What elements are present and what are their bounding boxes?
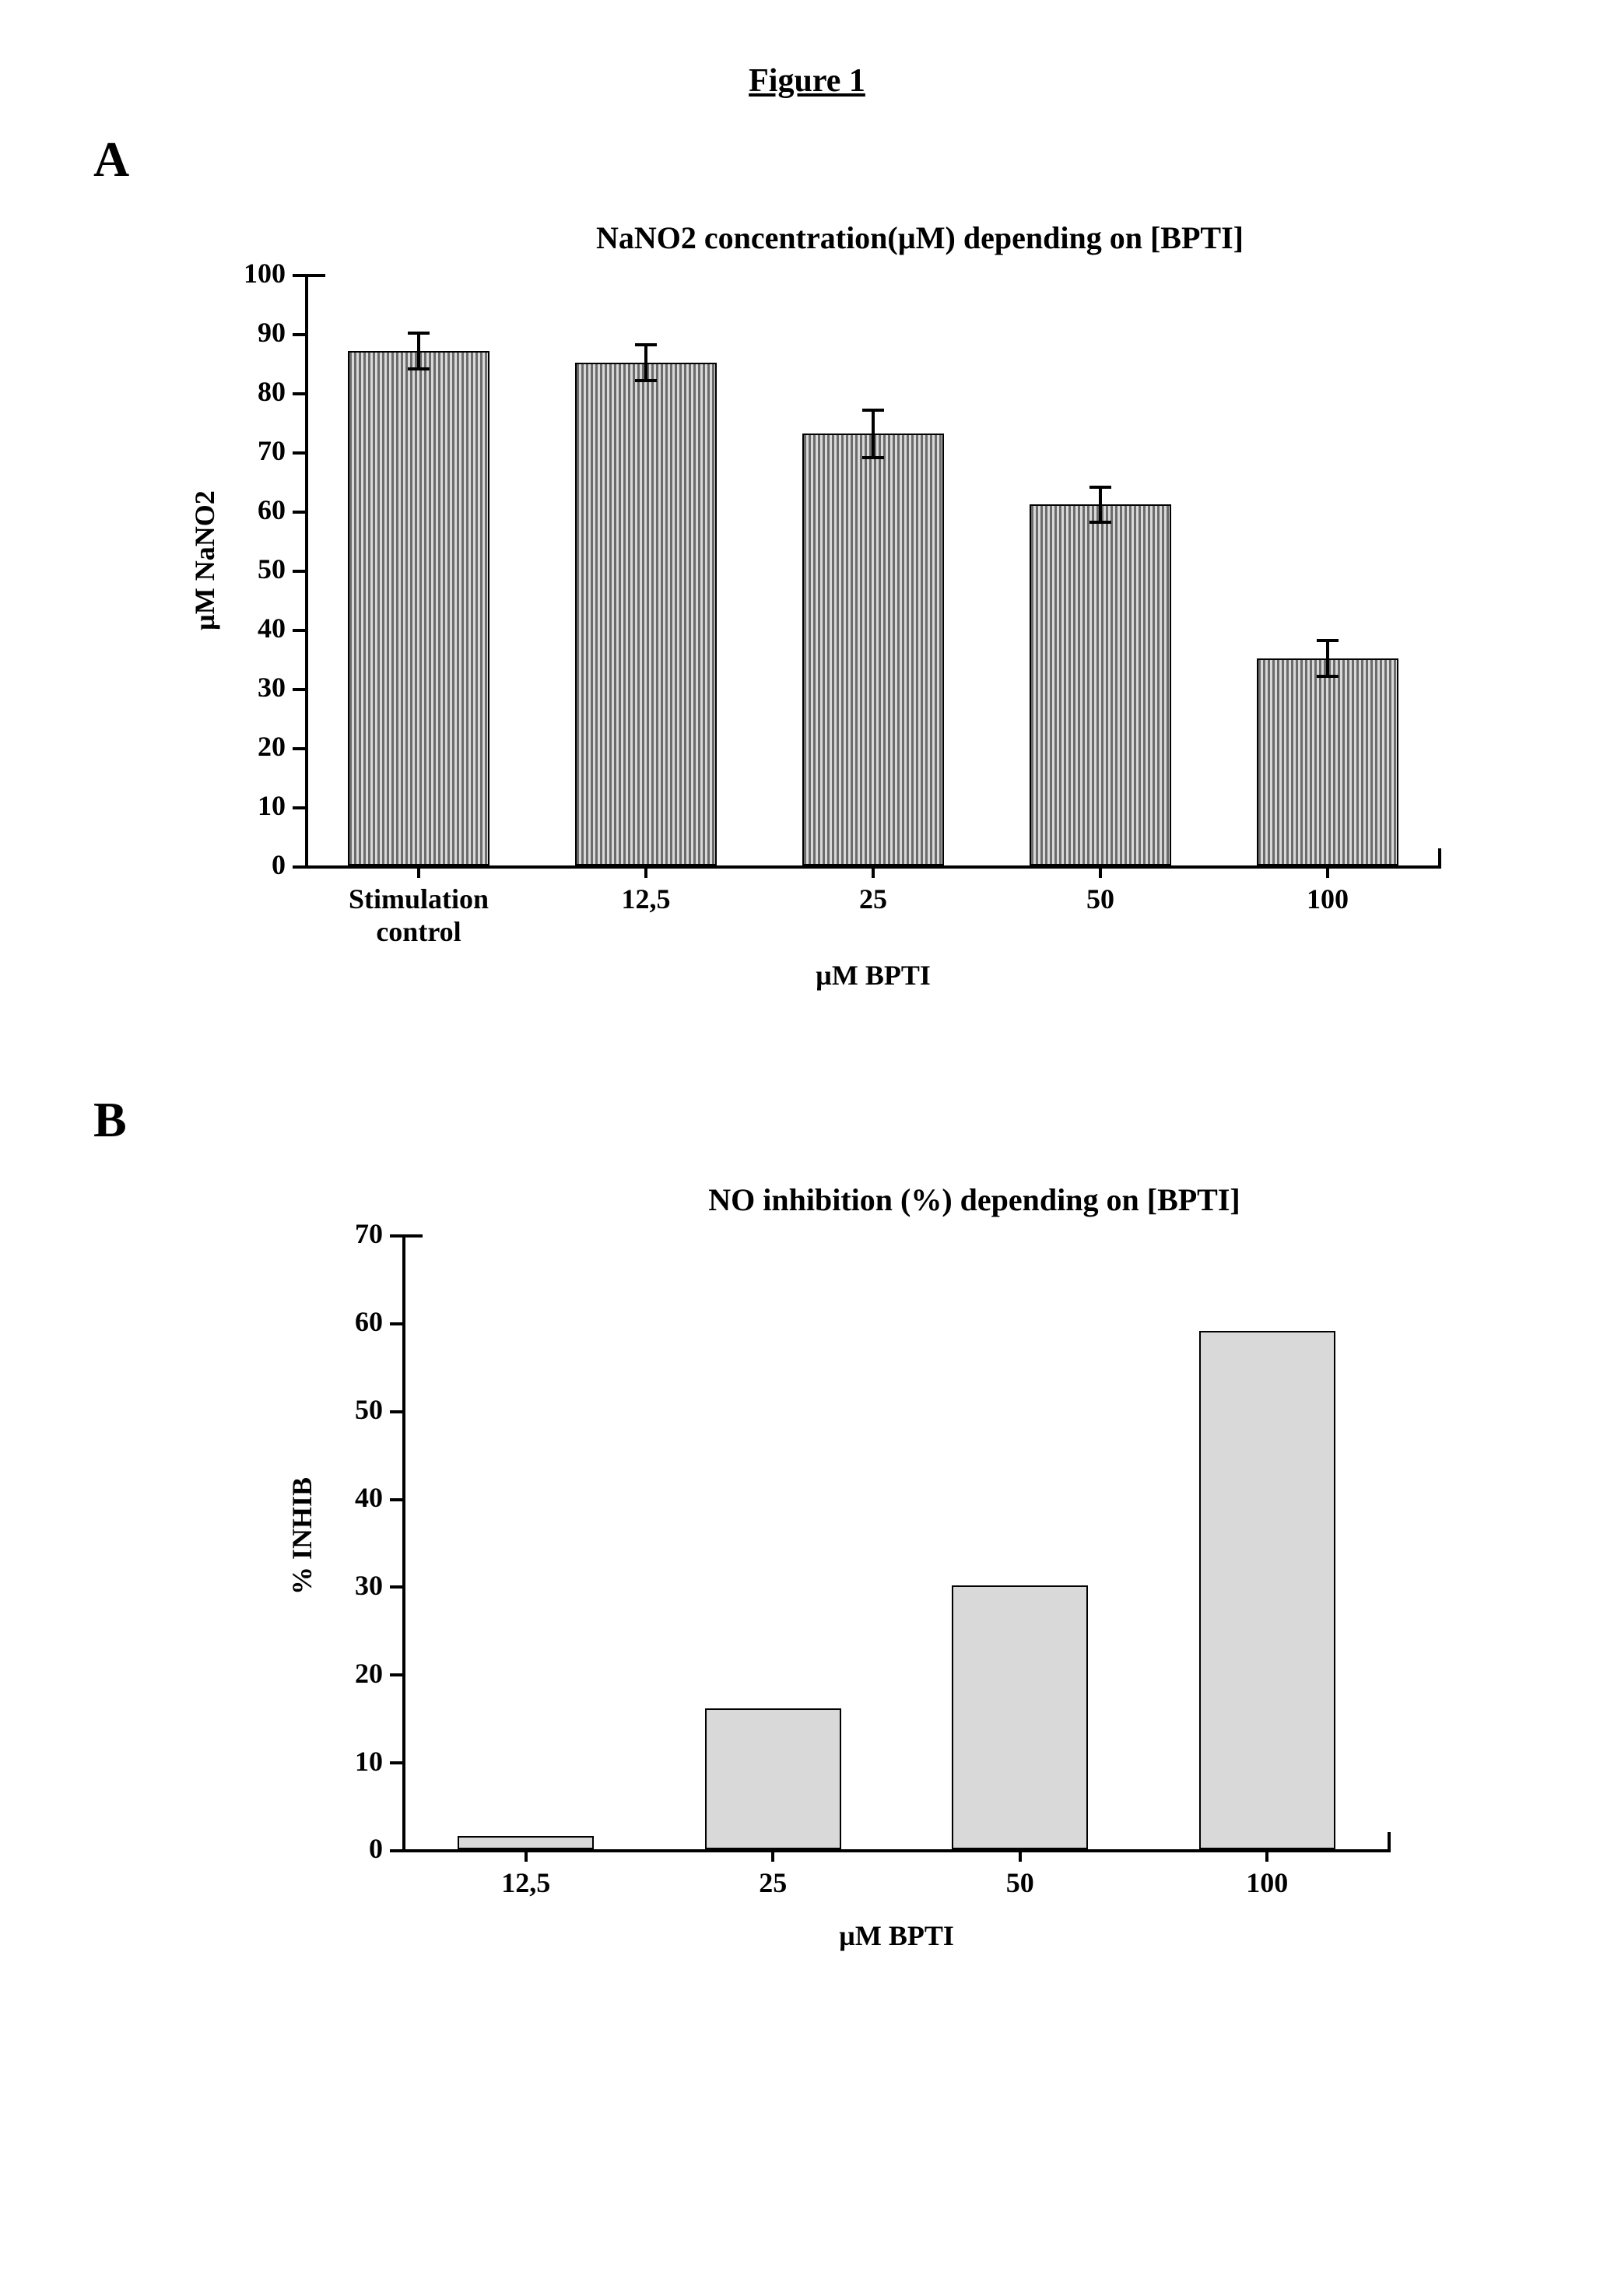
- y-tick-label: 10: [309, 1745, 383, 1778]
- x-tick-label: 100: [1144, 1866, 1391, 1899]
- x-tick-label: 25: [650, 1866, 897, 1899]
- error-bar-cap: [408, 367, 430, 370]
- bar: [1257, 658, 1398, 865]
- error-bar-cap: [862, 456, 884, 459]
- bar: [458, 1836, 594, 1849]
- y-tick-label: 0: [212, 848, 286, 881]
- y-tick-label: 0: [309, 1832, 383, 1865]
- y-tick-label: 60: [212, 493, 286, 526]
- x-tick: [1019, 1849, 1022, 1862]
- y-tick-label: 50: [212, 553, 286, 585]
- y-tick: [390, 1322, 402, 1325]
- y-tick: [390, 1585, 402, 1589]
- bar: [348, 351, 489, 865]
- y-tick: [293, 747, 305, 750]
- y-tick-label: 40: [212, 612, 286, 644]
- y-tick: [390, 1498, 402, 1501]
- y-tick: [293, 865, 305, 869]
- error-bar-cap: [408, 332, 430, 335]
- bar: [1030, 504, 1170, 865]
- chart-title: NaNO2 concentration(µM) depending on [BP…: [398, 219, 1441, 256]
- panel-b-chart: NO inhibition (%) depending on [BPTI] 0 10…: [177, 1164, 1437, 1982]
- x-axis-label: µM BPTI: [305, 959, 1441, 992]
- y-tick: [293, 392, 305, 395]
- error-bar: [872, 410, 875, 458]
- bar: [1199, 1331, 1335, 1849]
- y-tick: [293, 806, 305, 809]
- figure-title: Figure 1: [78, 62, 1536, 100]
- y-tick-label: 50: [309, 1393, 383, 1426]
- y-tick-label: 80: [212, 375, 286, 408]
- panel-a-chart: NaNO2 concentration(µM) depending on [BP…: [126, 204, 1488, 1021]
- x-tick-label: 50: [896, 1866, 1144, 1899]
- x-tick-label: 25: [760, 883, 987, 915]
- y-tick-label: 30: [212, 671, 286, 704]
- y-tick: [293, 274, 305, 277]
- x-tick: [525, 1849, 528, 1862]
- x-axis-right-hook: [1438, 848, 1441, 869]
- x-tick: [1099, 865, 1102, 878]
- error-bar-cap: [1089, 521, 1111, 524]
- x-axis-label: µM BPTI: [402, 1919, 1391, 1952]
- y-tick-label: 70: [309, 1217, 383, 1250]
- x-axis-right-hook: [1388, 1832, 1391, 1852]
- y-tick: [293, 333, 305, 336]
- y-axis-label: % INHIB: [286, 1477, 318, 1595]
- y-tick: [390, 1234, 402, 1238]
- y-tick-label: 30: [309, 1569, 383, 1602]
- panel-b-letter: B: [93, 1091, 1536, 1149]
- y-tick: [390, 1761, 402, 1764]
- x-tick: [417, 865, 420, 878]
- error-bar-cap: [1089, 486, 1111, 489]
- y-tick: [390, 1673, 402, 1676]
- chart-title: NO inhibition (%) depending on [BPTI]: [558, 1181, 1391, 1218]
- x-tick: [771, 1849, 774, 1862]
- x-tick-label: Stimulation control: [305, 883, 532, 948]
- x-tick-label: 100: [1214, 883, 1441, 915]
- error-bar: [644, 345, 647, 381]
- y-axis-top-hook: [305, 274, 325, 277]
- y-tick: [293, 688, 305, 691]
- bar: [575, 363, 716, 865]
- x-tick-label: 12,5: [402, 1866, 650, 1899]
- x-tick-label: 12,5: [532, 883, 760, 915]
- error-bar-cap: [1317, 639, 1339, 642]
- y-axis-label: µM NaNO2: [188, 490, 221, 630]
- y-tick-label: 90: [212, 316, 286, 349]
- error-bar-cap: [1317, 675, 1339, 678]
- bar: [705, 1708, 841, 1849]
- x-tick-label: 50: [987, 883, 1214, 915]
- error-bar-cap: [635, 343, 657, 346]
- bar: [802, 434, 943, 865]
- error-bar: [417, 333, 420, 369]
- y-tick-label: 40: [309, 1481, 383, 1514]
- y-tick-label: 20: [212, 730, 286, 763]
- y-tick-label: 70: [212, 434, 286, 467]
- x-tick: [1265, 1849, 1268, 1862]
- bar: [952, 1585, 1088, 1849]
- y-tick-label: 100: [212, 257, 286, 290]
- y-axis-top-hook: [402, 1234, 423, 1238]
- figure-page: Figure 1 A NaNO2 concentration(µM) depen…: [0, 0, 1614, 2296]
- y-tick: [390, 1410, 402, 1413]
- y-axis: [402, 1234, 405, 1849]
- panel-a-letter: A: [93, 131, 1536, 188]
- y-tick-label: 10: [212, 789, 286, 822]
- x-tick: [872, 865, 875, 878]
- x-tick: [644, 865, 647, 878]
- x-axis: [402, 1849, 1391, 1852]
- y-tick: [293, 451, 305, 455]
- y-tick: [293, 570, 305, 573]
- error-bar-cap: [635, 379, 657, 382]
- y-axis: [305, 274, 308, 865]
- error-bar: [1326, 641, 1329, 676]
- x-tick: [1326, 865, 1329, 878]
- y-tick-label: 20: [309, 1657, 383, 1690]
- y-tick: [390, 1849, 402, 1852]
- y-tick: [293, 511, 305, 514]
- y-tick-label: 60: [309, 1305, 383, 1338]
- error-bar: [1099, 487, 1102, 523]
- y-tick: [293, 629, 305, 632]
- error-bar-cap: [862, 409, 884, 412]
